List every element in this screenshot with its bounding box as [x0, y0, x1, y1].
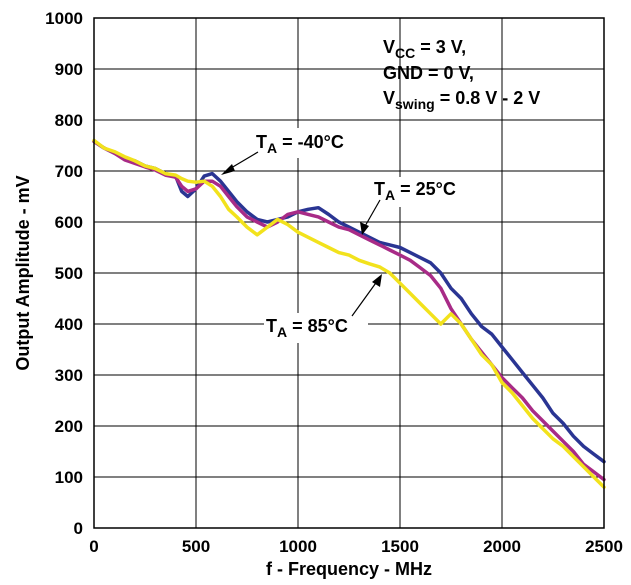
svg-text:TA = 25°C: TA = 25°C	[374, 179, 456, 203]
x-axis-label: f - Frequency - MHz	[266, 559, 432, 579]
arrow-85	[351, 279, 379, 317]
y-tick-label: 500	[55, 264, 83, 283]
x-tick-label: 1500	[381, 537, 419, 556]
conditions-annotation: VCC = 3 V, GND = 0 V, Vswing = 0.8 V - 2…	[383, 37, 540, 112]
y-tick-label: 200	[55, 417, 83, 436]
x-tick-label: 1000	[279, 537, 317, 556]
series-label-25: TA = 25°C	[360, 177, 480, 235]
arrow-25	[363, 199, 381, 229]
grid	[94, 18, 604, 528]
y-tick-label: 900	[55, 60, 83, 79]
condition-vcc: VCC = 3 V,	[383, 37, 466, 61]
tick-labels: 0 500 1000 1500 2000 2500 0 100 200 300 400 500 600 7…	[45, 9, 623, 556]
svg-text:TA = 85°C: TA = 85°C	[266, 316, 348, 340]
series-label-minus40: TA = -40°C	[221, 128, 365, 175]
plot-frame	[93, 17, 605, 529]
series-lines	[92, 138, 606, 489]
y-tick-label: 300	[55, 366, 83, 385]
y-tick-label: 700	[55, 162, 83, 181]
series-line-1	[92, 139, 606, 482]
x-tick-label: 500	[182, 537, 210, 556]
svg-text:TA = -40°C: TA = -40°C	[256, 132, 344, 156]
y-tick-label: 100	[55, 468, 83, 487]
y-tick-label: 1000	[45, 9, 83, 28]
y-axis-label: Output Amplitude - mV	[13, 175, 33, 370]
condition-vswing: Vswing = 0.8 V - 2 V	[383, 88, 540, 112]
x-tick-label: 2000	[483, 537, 521, 556]
x-tick-label: 0	[89, 537, 98, 556]
x-tick-label: 2500	[585, 537, 623, 556]
y-tick-label: 0	[74, 519, 83, 538]
series-label-85: TA = 85°C	[264, 274, 382, 343]
y-tick-label: 800	[55, 111, 83, 130]
y-tick-label: 600	[55, 213, 83, 232]
y-tick-label: 400	[55, 315, 83, 334]
series-line-2	[92, 138, 606, 489]
condition-gnd: GND = 0 V,	[383, 63, 474, 83]
